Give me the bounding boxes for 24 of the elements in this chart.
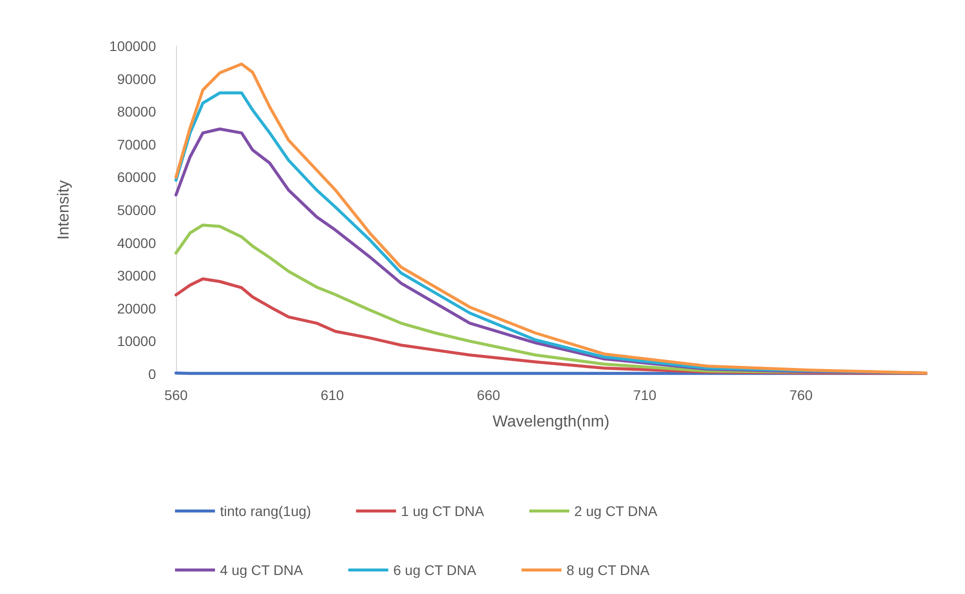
x-tick-label: 760 bbox=[789, 387, 813, 403]
y-tick-label: 0 bbox=[148, 366, 156, 382]
y-tick-label: 10000 bbox=[117, 333, 156, 350]
legend-label: 2 ug CT DNA bbox=[574, 503, 658, 519]
y-tick-label: 60000 bbox=[117, 169, 156, 186]
legend-label: tinto rang(1ug) bbox=[220, 503, 312, 519]
legend-label: 1 ug CT DNA bbox=[401, 503, 485, 519]
x-axis-title: Wavelength(nm) bbox=[492, 414, 610, 430]
y-tick-label: 90000 bbox=[117, 70, 156, 87]
x-tick-label: 660 bbox=[476, 387, 500, 403]
y-tick-label: 50000 bbox=[117, 202, 156, 218]
legend-label: 6 ug CT DNA bbox=[393, 562, 477, 578]
y-tick-label: 40000 bbox=[117, 234, 156, 251]
x-tick-label: 610 bbox=[320, 387, 344, 403]
legend-label: 4 ug CT DNA bbox=[220, 562, 304, 578]
y-tick-label: 70000 bbox=[117, 136, 156, 152]
x-tick-label: 710 bbox=[633, 387, 657, 403]
legend-label: 8 ug CT DNA bbox=[566, 562, 650, 578]
y-axis-title: Intensity bbox=[56, 180, 72, 240]
y-tick-label: 30000 bbox=[117, 268, 156, 284]
y-tick-label: 20000 bbox=[117, 300, 156, 316]
y-tick-label: 100000 bbox=[109, 38, 156, 54]
x-tick-label: 560 bbox=[164, 387, 188, 403]
y-tick-label: 80000 bbox=[117, 104, 156, 120]
